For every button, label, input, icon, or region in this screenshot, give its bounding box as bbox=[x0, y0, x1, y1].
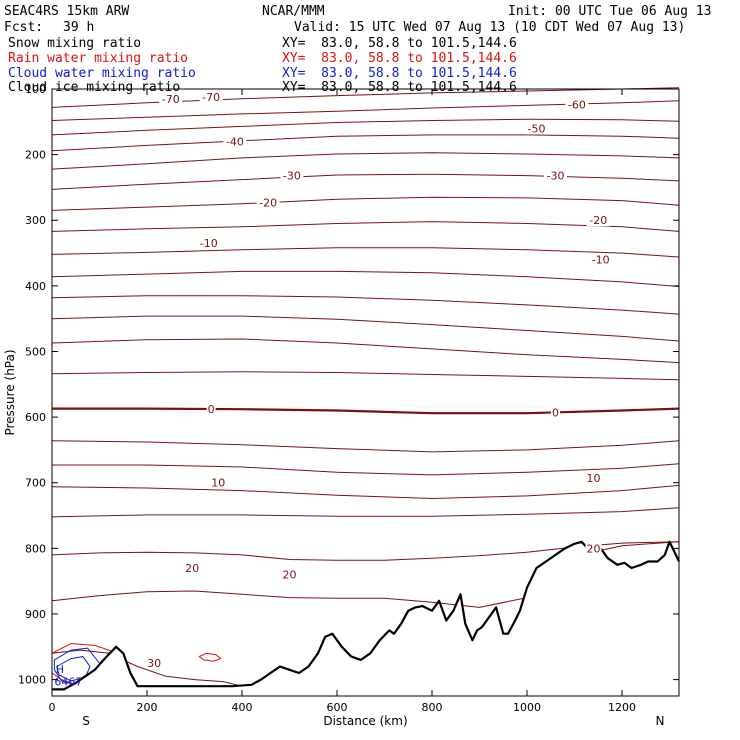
model-title: SEAC4RS 15km ARW bbox=[4, 4, 130, 19]
isotherm-8 bbox=[51, 247, 680, 258]
isotherm-label: -30 bbox=[547, 170, 565, 183]
isotherm-label: 20 bbox=[587, 542, 601, 555]
y-tick-label: 900 bbox=[25, 608, 46, 621]
isotherm-label: -60 bbox=[568, 99, 586, 112]
isotherm-11 bbox=[51, 315, 680, 342]
forecast-label: Fcst: bbox=[4, 20, 44, 35]
isotherm-label-bg-4 bbox=[223, 135, 247, 148]
rain-water-contour-1 bbox=[198, 652, 222, 662]
x-tick-label: 200 bbox=[137, 701, 158, 714]
isotherm-6 bbox=[51, 196, 680, 211]
isotherm-label-bg-2 bbox=[565, 98, 589, 111]
forecast-hours: 39 h bbox=[63, 20, 95, 35]
isotherm-17 bbox=[51, 484, 680, 499]
isotherm-14 bbox=[52, 407, 680, 415]
isotherm-label-bg-8 bbox=[586, 214, 610, 227]
isotherm-label-bg-5 bbox=[280, 169, 304, 182]
x-axis-label: Distance (km) bbox=[323, 714, 407, 728]
isotherm-label-bg-12 bbox=[551, 406, 560, 419]
legend-cloud-water-xy: XY= 83.0, 58.8 to 101.5,144.6 bbox=[282, 66, 517, 81]
y-tick-label: 600 bbox=[25, 411, 46, 424]
isotherm-label: 10 bbox=[587, 472, 601, 485]
isotherm-1 bbox=[51, 100, 680, 121]
isotherm-label-bg-14 bbox=[585, 472, 602, 485]
isotherm-label: 30 bbox=[147, 657, 161, 670]
init-time: Init: 00 UTC Tue 06 Aug 13 bbox=[508, 4, 712, 19]
isotherm-label-bg-16 bbox=[281, 568, 298, 581]
legend-rain-label: Rain water mixing ratio bbox=[8, 51, 189, 66]
isotherm-label-bg-18 bbox=[146, 657, 163, 670]
isotherm-label-bg-11 bbox=[206, 403, 216, 416]
isotherm-label: -70 bbox=[202, 91, 220, 104]
endpoint-south-label: S bbox=[82, 714, 90, 728]
isotherm-7 bbox=[51, 221, 680, 232]
isotherm-15 bbox=[51, 440, 680, 453]
y-tick-label: 500 bbox=[25, 345, 46, 358]
isotherm-4 bbox=[51, 152, 680, 170]
isotherm-18 bbox=[51, 507, 680, 518]
legend-cloud-water-label: Cloud water mixing ratio bbox=[8, 66, 196, 81]
y-tick-label: 400 bbox=[25, 280, 46, 293]
center-label: NCAR/MMM bbox=[262, 4, 325, 19]
y-tick-label: 800 bbox=[25, 542, 46, 555]
endpoint-north-label: N bbox=[656, 714, 665, 728]
isotherm-3 bbox=[51, 134, 680, 152]
x-tick-label: 400 bbox=[232, 701, 253, 714]
isotherm-label-bg-10 bbox=[589, 253, 613, 266]
isotherm-label: 20 bbox=[283, 569, 297, 582]
legend-rain-xy: XY= 83.0, 58.8 to 101.5,144.6 bbox=[282, 51, 517, 66]
isotherm-label-bg-13 bbox=[210, 476, 227, 489]
isotherm-9 bbox=[51, 270, 680, 287]
isotherm-10 bbox=[51, 295, 680, 315]
legend-cloud-ice-label: Cloud ice mixing ratio bbox=[8, 80, 181, 95]
valid-time: Valid: 15 UTC Wed 07 Aug 13 (10 CDT Wed … bbox=[294, 20, 686, 35]
y-tick-label: 200 bbox=[25, 149, 46, 162]
cloud-water-contour-1 bbox=[56, 656, 91, 682]
isotherm-12 bbox=[51, 338, 680, 364]
isotherm-label: -40 bbox=[226, 135, 244, 148]
isotherm-label: -10 bbox=[200, 237, 218, 250]
terrain-fill bbox=[52, 541, 679, 696]
x-tick-label: 0 bbox=[49, 701, 56, 714]
x-tick-label: 800 bbox=[422, 701, 443, 714]
x-tick-label: 1200 bbox=[608, 701, 636, 714]
isotherm-5 bbox=[51, 173, 680, 190]
isotherm-label-bg-3 bbox=[525, 122, 548, 135]
isotherm-label-bg-15 bbox=[184, 562, 201, 575]
isotherm-label: 0 bbox=[208, 403, 215, 416]
y-tick-label: 300 bbox=[25, 214, 46, 227]
isotherm-label: 10 bbox=[211, 477, 225, 490]
legend-snow-xy: XY= 83.0, 58.8 to 101.5,144.6 bbox=[282, 36, 517, 51]
isotherm-label: -20 bbox=[259, 197, 277, 210]
isotherm-label-bg-7 bbox=[256, 196, 280, 209]
y-tick-label: 1000 bbox=[18, 674, 46, 687]
isotherm-label-bg-1 bbox=[199, 90, 223, 103]
isotherm-label: 20 bbox=[185, 562, 199, 575]
legend-snow-label: Snow mixing ratio bbox=[8, 36, 142, 51]
x-tick-label: 600 bbox=[327, 701, 348, 714]
isotherm-label: -50 bbox=[528, 122, 546, 135]
y-tick-label-top: 100 bbox=[25, 83, 46, 96]
isotherm-16 bbox=[52, 463, 680, 476]
isotherm-label: -10 bbox=[592, 254, 610, 267]
isotherm-label-bg-17 bbox=[585, 542, 602, 555]
y-tick-label: 700 bbox=[25, 477, 46, 490]
y-axis-label: Pressure (hPa) bbox=[3, 349, 17, 435]
isotherm-label-bg-9 bbox=[197, 237, 221, 250]
isotherm-13 bbox=[51, 371, 680, 381]
annotation-1: 6467 bbox=[54, 676, 82, 689]
isotherm-label: -30 bbox=[283, 170, 301, 183]
isotherm-2 bbox=[51, 118, 680, 136]
isotherm-label-bg-0 bbox=[159, 92, 183, 105]
isotherm-label: 0 bbox=[552, 407, 559, 420]
isotherm-label: -70 bbox=[162, 93, 180, 106]
isotherm-label-bg-6 bbox=[544, 169, 567, 182]
plot-frame bbox=[51, 88, 680, 697]
annotation-0: H bbox=[56, 663, 64, 676]
isotherm-label: -20 bbox=[589, 214, 607, 227]
x-tick-label: 1000 bbox=[513, 701, 541, 714]
legend-cloud-ice-xy: XY= 83.0, 58.8 to 101.5,144.6 bbox=[282, 80, 517, 95]
